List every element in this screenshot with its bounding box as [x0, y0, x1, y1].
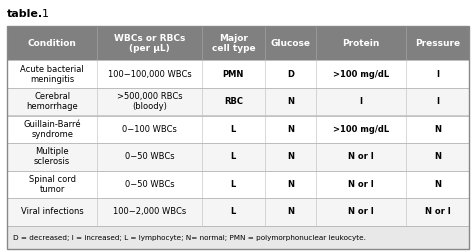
Text: N: N [287, 180, 294, 189]
Text: >500,000 RBCs
(bloody): >500,000 RBCs (bloody) [117, 92, 182, 111]
Text: table.: table. [7, 9, 43, 19]
Text: >100 mg/dL: >100 mg/dL [333, 125, 389, 134]
Text: Viral infections: Viral infections [21, 207, 83, 216]
Bar [7, 26, 469, 249]
Text: 100−2,000 WBCs: 100−2,000 WBCs [113, 207, 186, 216]
Text: D: D [287, 70, 294, 79]
Bar [7, 60, 469, 88]
Text: Glucose: Glucose [271, 39, 310, 48]
Text: N: N [434, 180, 441, 189]
Text: >100 mg/dL: >100 mg/dL [333, 70, 389, 79]
Text: WBCs or RBCs
(per μL): WBCs or RBCs (per μL) [114, 34, 185, 53]
Text: 1: 1 [42, 9, 49, 19]
Text: N: N [434, 125, 441, 134]
Text: N: N [287, 125, 294, 134]
Text: N: N [287, 97, 294, 106]
Text: Protein: Protein [342, 39, 380, 48]
Text: 100−100,000 WBCs: 100−100,000 WBCs [108, 70, 191, 79]
Text: L: L [231, 180, 236, 189]
Text: N or I: N or I [348, 207, 374, 216]
Text: Major
cell type: Major cell type [211, 34, 255, 53]
Text: N: N [434, 152, 441, 161]
Text: Pressure: Pressure [415, 39, 460, 48]
Text: N or I: N or I [348, 152, 374, 161]
Text: RBC: RBC [224, 97, 243, 106]
Text: Condition: Condition [27, 39, 76, 48]
Text: I: I [436, 70, 439, 79]
Text: I: I [436, 97, 439, 106]
Text: Cerebral
hemorrhage: Cerebral hemorrhage [26, 92, 78, 111]
Text: PMN: PMN [223, 70, 244, 79]
Text: Guillain-Barré
syndrome: Guillain-Barré syndrome [23, 119, 81, 139]
Bar [7, 26, 469, 60]
Text: N: N [287, 207, 294, 216]
Bar [7, 171, 469, 198]
Text: L: L [231, 207, 236, 216]
Text: 0−50 WBCs: 0−50 WBCs [125, 152, 174, 161]
Text: I: I [359, 97, 363, 106]
Text: Multiple
sclerosis: Multiple sclerosis [34, 147, 70, 167]
Bar [7, 88, 469, 115]
Text: Spinal cord
tumor: Spinal cord tumor [28, 175, 76, 194]
Text: 0−100 WBCs: 0−100 WBCs [122, 125, 177, 134]
Text: Acute bacterial
meningitis: Acute bacterial meningitis [20, 65, 84, 84]
Bar [7, 198, 469, 226]
Text: 0−50 WBCs: 0−50 WBCs [125, 180, 174, 189]
Text: N or I: N or I [348, 180, 374, 189]
Text: D = decreased; I = increased; L = lymphocyte; N= normal; PMN = polymorphonuclear: D = decreased; I = increased; L = lympho… [13, 235, 365, 240]
Text: L: L [231, 125, 236, 134]
Bar [7, 226, 469, 249]
Text: N or I: N or I [425, 207, 450, 216]
Text: N: N [287, 152, 294, 161]
Bar [7, 115, 469, 143]
Bar [7, 143, 469, 171]
Text: L: L [231, 152, 236, 161]
